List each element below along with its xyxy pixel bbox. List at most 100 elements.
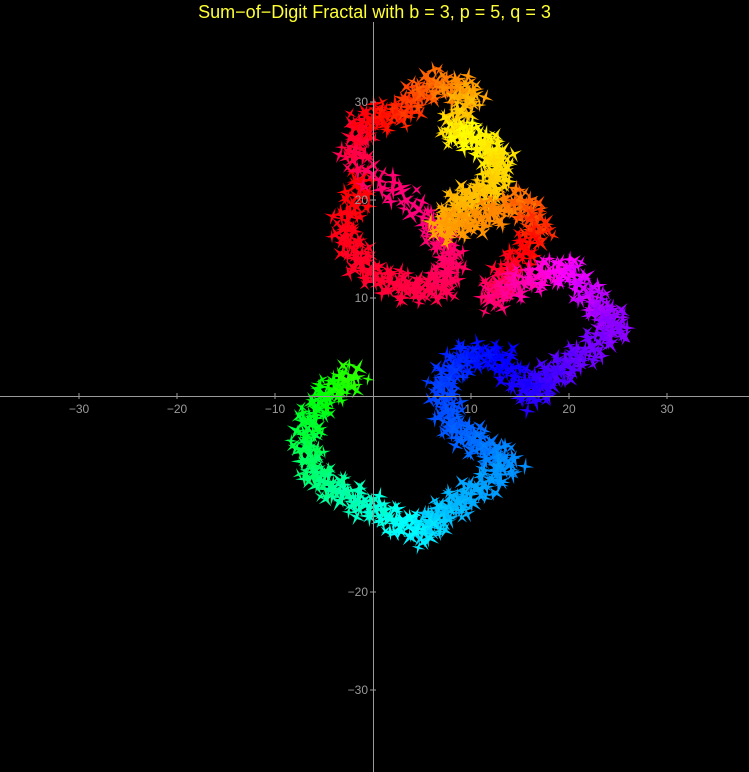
fractal-star-mark: [505, 468, 518, 481]
fractal-star-mark: [459, 108, 473, 122]
fractal-star-mark: [453, 104, 467, 118]
fractal-star-mark: [493, 374, 508, 389]
fractal-curve: [284, 61, 636, 555]
fractal-star-mark: [406, 75, 420, 88]
fractal-star-mark: [312, 460, 324, 473]
fractal-star-mark: [579, 285, 598, 304]
fractal-star-mark: [389, 275, 411, 297]
fractal-star-mark: [460, 130, 483, 152]
fractal-star-mark: [440, 483, 458, 502]
fractal-star-mark: [551, 364, 568, 381]
fractal-star-mark: [601, 332, 619, 350]
fractal-star-mark: [323, 487, 342, 506]
fractal-star-mark: [524, 248, 543, 266]
fractal-star-mark: [422, 264, 441, 282]
fractal-star-mark: [349, 162, 364, 177]
fractal-star-mark: [600, 307, 613, 320]
fractal-star-mark: [411, 99, 425, 114]
fractal-star-mark: [359, 197, 378, 215]
fractal-star-mark: [594, 325, 611, 343]
fractal-star-mark: [484, 170, 501, 187]
fractal-star-mark: [293, 411, 311, 430]
fractal-star-mark: [365, 120, 377, 132]
fractal-star-mark: [349, 135, 362, 149]
fractal-star-mark: [452, 195, 472, 215]
fractal-star-mark: [437, 284, 456, 303]
fractal-star-mark: [593, 313, 612, 332]
fractal-star-mark: [447, 437, 464, 455]
fractal-star-mark: [580, 281, 603, 304]
fractal-star-mark: [290, 443, 308, 460]
fractal-star-mark: [354, 183, 376, 204]
fractal-star-mark: [449, 364, 463, 378]
fractal-star-mark: [419, 511, 439, 532]
fractal-star-mark: [411, 184, 422, 195]
fractal-star-mark: [397, 96, 418, 117]
fractal-star-mark: [421, 213, 439, 231]
fractal-star-mark: [318, 486, 336, 505]
fractal-star-mark: [450, 410, 465, 425]
fractal-star-mark: [295, 469, 314, 488]
fractal-star-mark: [375, 95, 389, 109]
fractal-star-mark: [518, 361, 535, 378]
fractal-star-mark: [385, 173, 404, 192]
fractal-star-mark: [544, 369, 555, 381]
fractal-star-mark: [342, 357, 357, 372]
fractal-star-mark: [365, 270, 384, 288]
fractal-star-mark: [513, 359, 527, 374]
fractal-star-mark: [577, 328, 596, 346]
fractal-star-mark: [486, 361, 498, 372]
fractal-star-mark: [484, 259, 502, 277]
fractal-star-mark: [489, 458, 506, 474]
fractal-star-mark: [565, 258, 583, 276]
fractal-star-mark: [428, 218, 440, 230]
fractal-star-mark: [346, 172, 365, 191]
fractal-star-mark: [435, 213, 457, 235]
fractal-star-mark: [516, 390, 530, 405]
fractal-star-mark: [443, 510, 457, 524]
fractal-star-mark: [383, 166, 402, 185]
fractal-star-mark: [511, 210, 526, 224]
fractal-star-mark: [468, 343, 481, 357]
fractal-star-mark: [436, 275, 450, 289]
fractal-star-mark: [437, 253, 452, 268]
fractal-star-mark: [422, 76, 437, 91]
fractal-star-mark: [389, 499, 402, 512]
fractal-star-mark: [438, 218, 458, 238]
fractal-star-mark: [496, 437, 515, 456]
fractal-star-mark: [452, 500, 471, 519]
fractal-star-mark: [401, 508, 420, 527]
fractal-star-mark: [344, 131, 358, 145]
fractal-star-mark: [527, 220, 541, 234]
fractal-star-mark: [356, 143, 369, 156]
fractal-star-mark: [485, 139, 507, 161]
fractal-star-mark: [340, 488, 354, 501]
fractal-star-mark: [495, 171, 513, 189]
fractal-star-mark: [481, 282, 496, 296]
fractal-star-mark: [302, 413, 320, 431]
fractal-star-mark: [499, 288, 511, 300]
fractal-star-mark: [439, 231, 455, 247]
fractal-star-mark: [378, 101, 393, 115]
fractal-star-mark: [616, 306, 630, 320]
fractal-star-mark: [422, 73, 441, 92]
fractal-star-mark: [380, 284, 395, 298]
fractal-star-mark: [435, 427, 449, 441]
fractal-star-mark: [452, 259, 464, 270]
fractal-star-mark: [472, 467, 487, 482]
fractal-star-mark: [443, 252, 460, 269]
fractal-star-mark: [520, 376, 536, 392]
fractal-star-mark: [492, 135, 506, 149]
fractal-star-mark: [573, 268, 592, 286]
fractal-star-mark: [452, 393, 470, 411]
fractal-star-mark: [508, 276, 526, 294]
fractal-star-mark: [449, 353, 467, 370]
fractal-star-mark: [480, 358, 495, 373]
fractal-star-mark: [387, 525, 404, 542]
fractal-star-mark: [396, 106, 411, 122]
fractal-star-mark: [527, 207, 549, 229]
fractal-star-mark: [420, 203, 435, 218]
fractal-star-mark: [502, 374, 524, 396]
fractal-star-mark: [486, 440, 507, 460]
fractal-star-mark: [302, 458, 323, 478]
